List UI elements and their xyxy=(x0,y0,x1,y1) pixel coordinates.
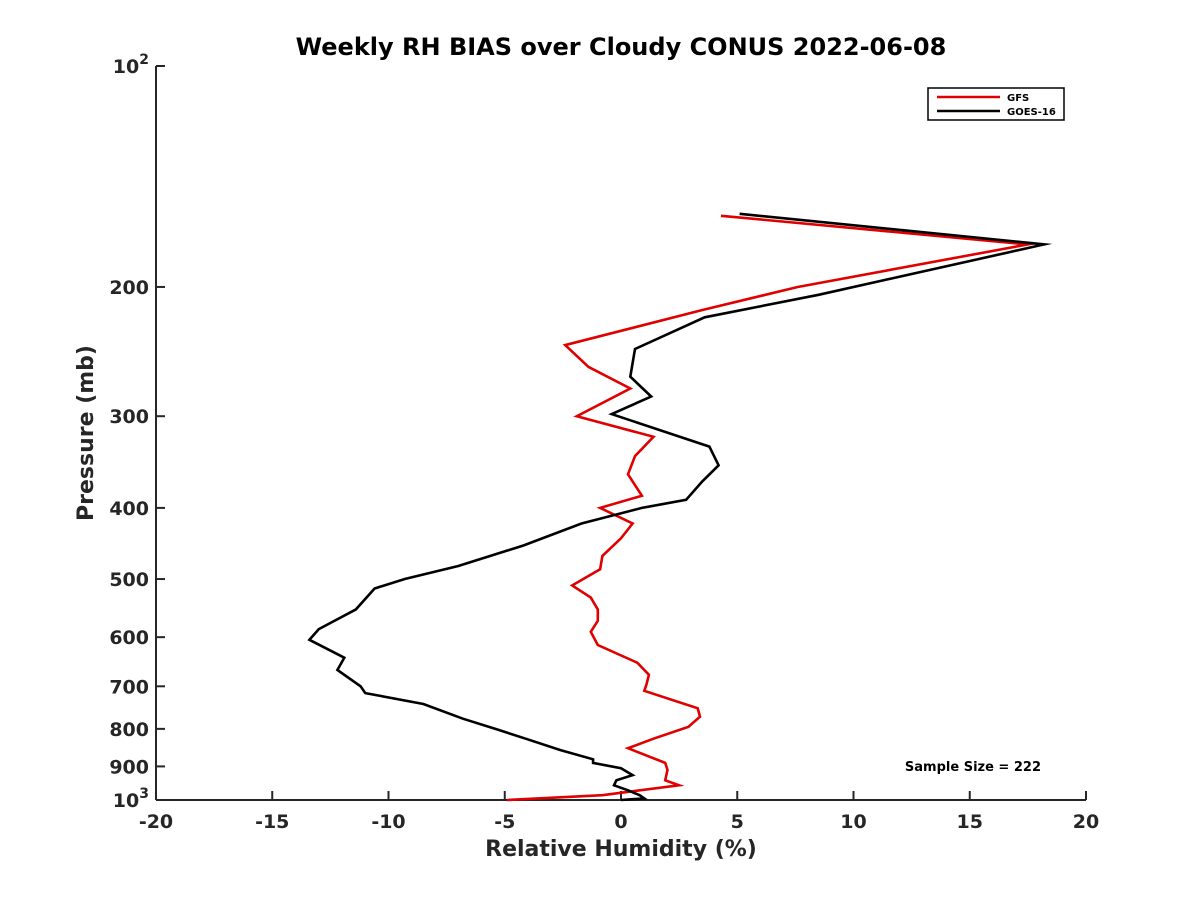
x-axis-label: Relative Humidity (%) xyxy=(485,837,757,862)
y-tick-label: 103 xyxy=(113,786,149,812)
x-tick-label: 5 xyxy=(731,811,744,833)
series-line-goes16 xyxy=(307,212,1053,802)
legend: GFS GOES-16 xyxy=(927,87,1065,121)
y-tick-label: 200 xyxy=(109,277,149,299)
y-tick-label: 400 xyxy=(109,498,149,520)
legend-label-gfs: GFS xyxy=(1007,93,1029,104)
x-tick-label: 20 xyxy=(1073,811,1099,833)
x-tick-label: -10 xyxy=(371,811,405,833)
chart-title: Weekly RH BIAS over Cloudy CONUS 2022-06… xyxy=(296,33,947,61)
y-tick-label-base: 10 xyxy=(113,56,139,78)
legend-box xyxy=(927,87,1065,121)
y-tick-label-exponent: 3 xyxy=(139,786,149,802)
y-tick-label: 900 xyxy=(109,756,149,778)
y-tick-label: 800 xyxy=(109,719,149,741)
y-tick-label-base: 10 xyxy=(113,790,139,812)
sample-size-annotation: Sample Size = 222 xyxy=(905,760,1041,775)
x-tick-label: 15 xyxy=(957,811,983,833)
y-tick-label-exponent: 2 xyxy=(139,52,149,68)
data-series xyxy=(307,212,1053,802)
x-tick-label: 0 xyxy=(614,811,627,833)
y-tick-label: 300 xyxy=(109,406,149,428)
y-axis-label: Pressure (mb) xyxy=(74,345,99,521)
x-tick-label: -5 xyxy=(494,811,515,833)
x-tick-label: 10 xyxy=(840,811,866,833)
y-tick-label: 600 xyxy=(109,627,149,649)
legend-label-goes16: GOES-16 xyxy=(1007,107,1056,118)
x-tick-label: -20 xyxy=(139,811,173,833)
x-tick-label: -15 xyxy=(255,811,289,833)
y-tick-label: 700 xyxy=(109,676,149,698)
y-tick-label: 500 xyxy=(109,569,149,591)
y-tick-label: 102 xyxy=(113,52,149,78)
series-line-gfs xyxy=(507,214,1038,802)
